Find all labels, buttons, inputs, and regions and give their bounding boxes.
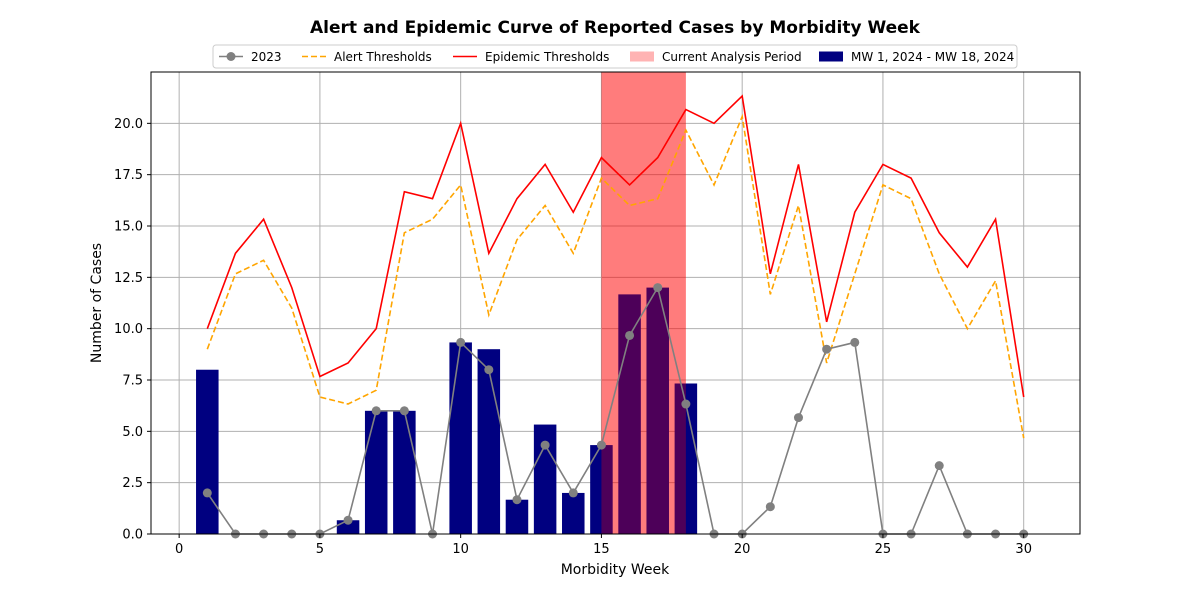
legend-label-mw-1-2024-mw-18-2024: MW 1, 2024 - MW 18, 2024	[851, 50, 1014, 64]
series-line-alert-thresholds	[206, 113, 1025, 439]
plot-frame	[150, 71, 1081, 535]
y-tick-label-2: 5.0	[122, 425, 143, 440]
point-2023-mw-18	[681, 399, 691, 409]
point-2023-mw-24	[850, 337, 860, 347]
y-tick-label-5: 12.5	[114, 271, 143, 286]
legend-item-epidemic-thresholds: Epidemic Thresholds	[453, 50, 609, 64]
legend-item-mw-1-2024-mw-18-2024: MW 1, 2024 - MW 18, 2024	[819, 50, 1014, 64]
bar-mw-10	[449, 342, 472, 534]
point-2023-mw-14	[568, 488, 578, 498]
bar-series	[196, 287, 698, 534]
y-tick-label-7: 17.5	[114, 168, 143, 183]
point-2023-mw-10	[456, 337, 466, 347]
x-tick-label-1: 5	[316, 542, 324, 557]
legend-item-alert-thresholds: Alert Thresholds	[302, 50, 432, 64]
bar-mw-14	[562, 492, 585, 534]
legend-label-2023: 2023	[251, 50, 282, 64]
bar-mw-13	[533, 424, 557, 534]
point-2023-mw-1	[202, 488, 212, 498]
bar-mw-17	[646, 287, 669, 534]
point-2023-mw-12	[512, 495, 522, 505]
point-2023-mw-8	[399, 406, 409, 416]
y-tick-label-0: 0.0	[122, 528, 143, 543]
x-tick-label-0: 0	[175, 542, 183, 557]
chart-title: Alert and Epidemic Curve of Reported Cas…	[310, 18, 921, 38]
legend-swatch-current-analysis-period	[630, 51, 654, 62]
point-2023-mw-16	[625, 330, 635, 340]
y-axis-label: Number of Cases	[89, 243, 105, 363]
legend-marker-2023	[226, 52, 236, 61]
y-axis-ticks: 0.0 2.5 5.0 7.5 10.0 12.5 15.0 17.5 20.0	[114, 117, 151, 543]
y-tick-label-6: 15.0	[114, 220, 143, 235]
point-2023-mw-22	[793, 413, 803, 423]
x-tick-label-4: 20	[734, 542, 751, 557]
point-2023-mw-27	[934, 461, 944, 471]
bar-mw-1	[196, 369, 219, 534]
y-tick-label-3: 7.5	[122, 374, 143, 389]
y-tick-label-4: 10.0	[114, 322, 143, 337]
bar-mw-8	[393, 410, 416, 534]
legend-box	[212, 44, 1018, 69]
bar-mw-11	[477, 349, 501, 534]
point-2023-mw-7	[371, 406, 381, 416]
y-tick-label-1: 2.5	[122, 476, 143, 491]
point-2023-mw-15	[596, 440, 606, 450]
point-2023-mw-21	[765, 502, 775, 512]
legend-swatch-mw-1-2024-mw-18-2024	[819, 51, 843, 62]
x-tick-label-3: 15	[593, 542, 610, 557]
point-2023-mw-17	[653, 283, 663, 293]
bar-mw-18	[674, 383, 698, 534]
bar-mw-7	[364, 410, 388, 534]
analysis-period-span	[601, 72, 686, 534]
x-axis-ticks: 0 5 10 15 20 25 30	[175, 534, 1032, 557]
x-tick-label-2: 10	[452, 542, 469, 557]
legend-label-epidemic-thresholds: Epidemic Thresholds	[485, 50, 609, 64]
highlight-span-layer	[601, 72, 686, 534]
series-line-epidemic-thresholds	[206, 94, 1025, 398]
x-tick-label-5: 25	[875, 542, 892, 557]
point-2023-mw-13	[540, 440, 550, 450]
legend-label-alert-thresholds: Alert Thresholds	[334, 50, 432, 64]
bar-mw-12	[505, 499, 529, 534]
analysis-period-overlay	[601, 72, 686, 534]
x-tick-label-6: 30	[1015, 542, 1032, 557]
legend-item-current-analysis-period: Current Analysis Period	[630, 50, 802, 64]
bar-mw-15	[590, 445, 613, 534]
legend-label-current-analysis-period: Current Analysis Period	[662, 50, 802, 64]
x-axis-label: Morbidity Week	[561, 562, 670, 578]
legend-item-2023: 2023	[219, 50, 282, 64]
y-tick-label-8: 20.0	[114, 117, 143, 132]
point-2023-mw-11	[484, 365, 494, 375]
point-2023-mw-6	[343, 515, 353, 525]
legend: 2023 Alert Thresholds Epidemic Thresholds C…	[212, 44, 1018, 69]
span-overlay-layer	[601, 72, 686, 534]
point-2023-mw-23	[822, 344, 832, 354]
